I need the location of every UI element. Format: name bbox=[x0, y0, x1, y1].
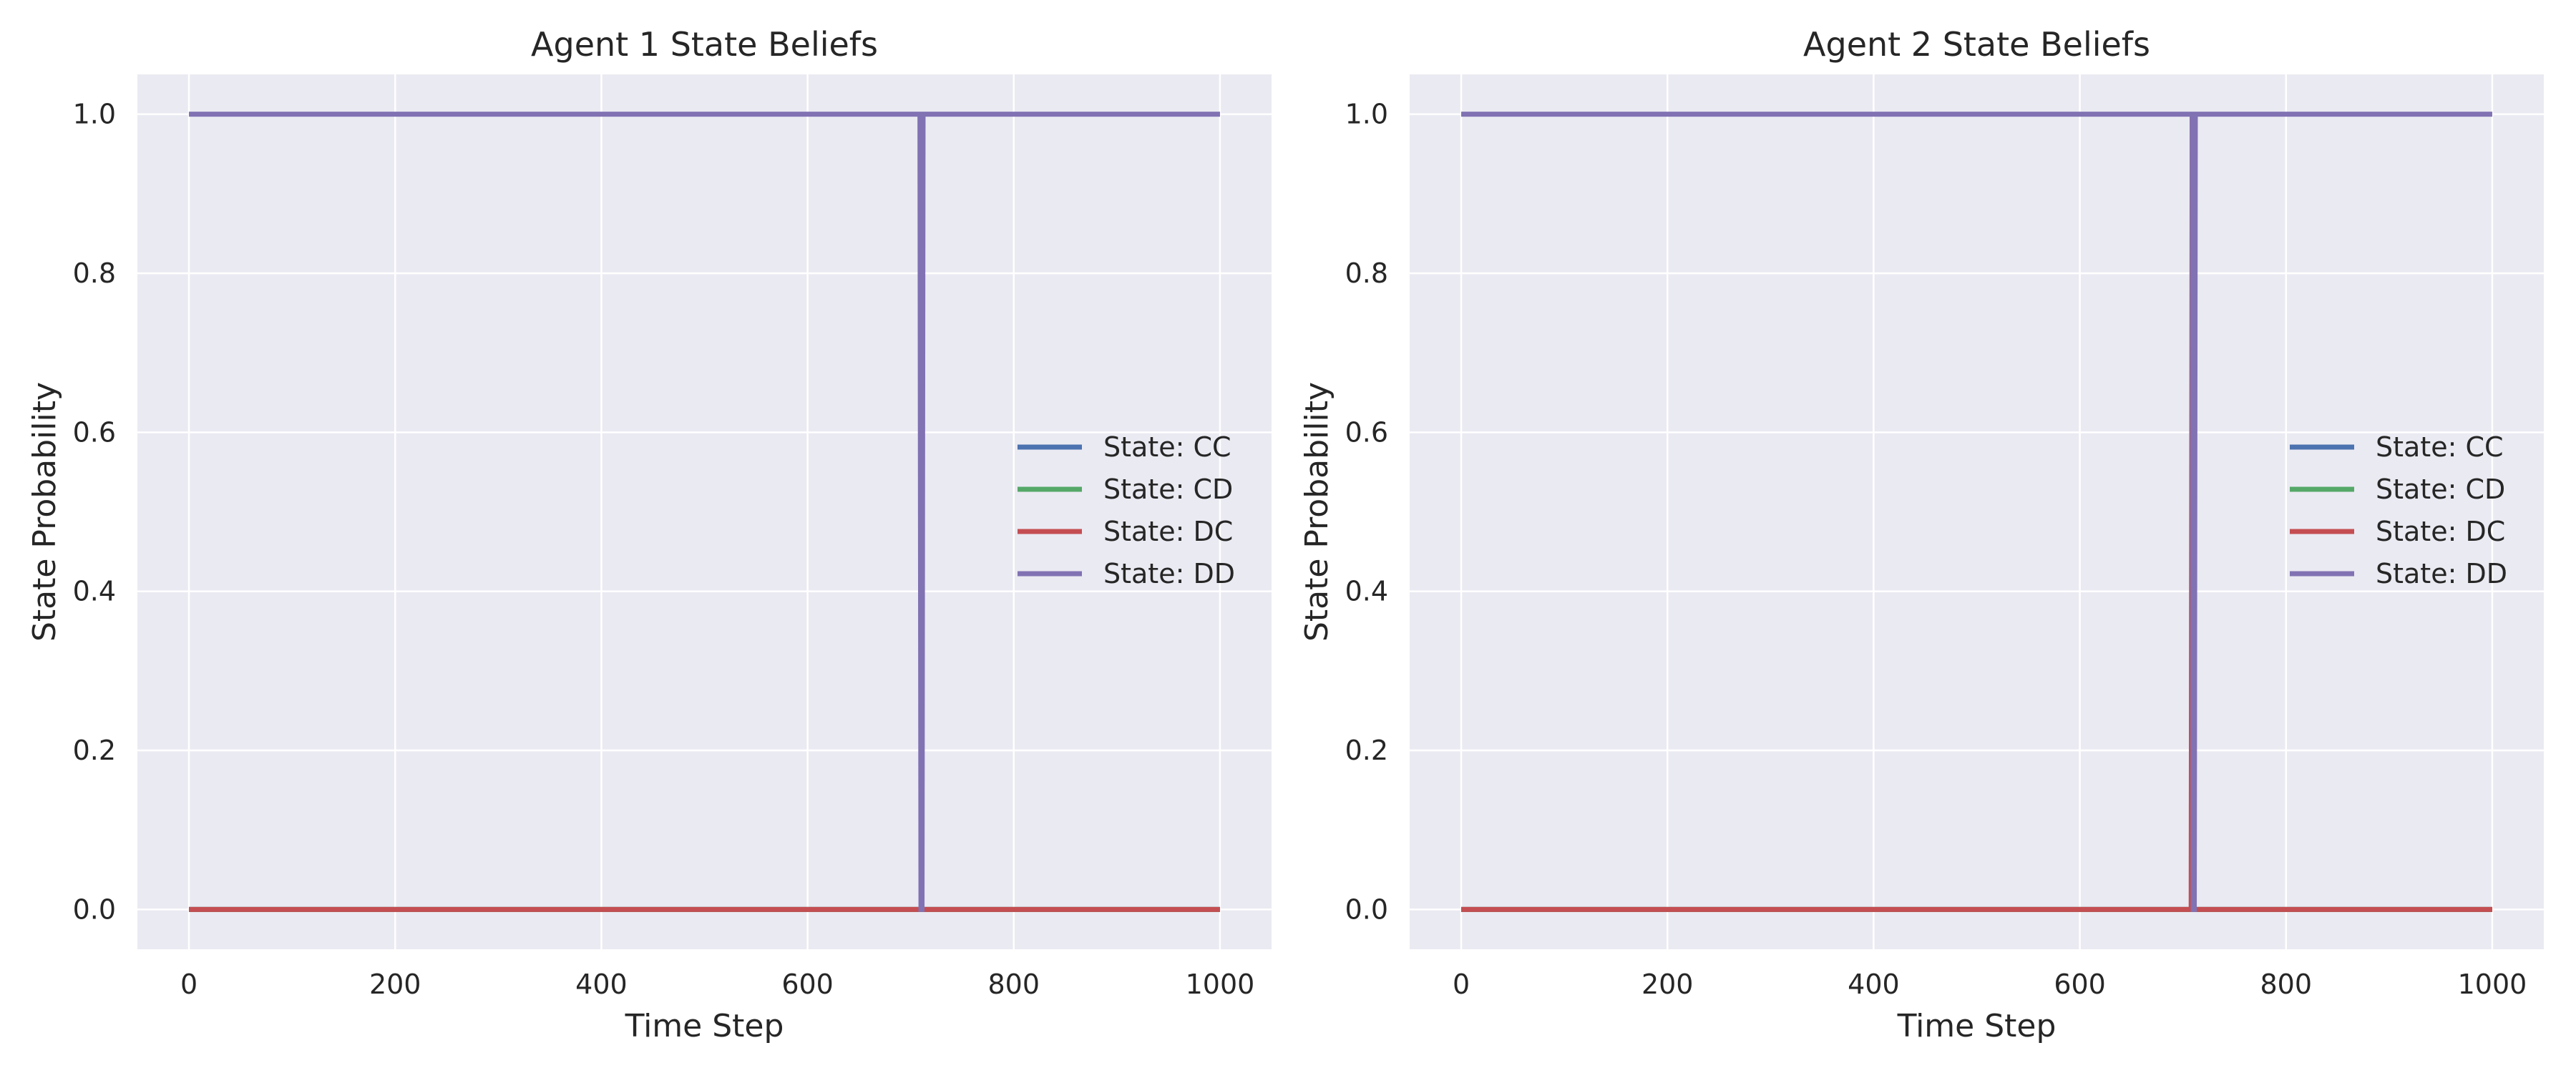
chart-title: Agent 1 State Beliefs bbox=[531, 25, 878, 64]
chart-panel-agent-2: 0 200 400 600 800 1000 0.0 0.2 0.4 0.6 0.8 1.0 Agen… bbox=[1299, 25, 2544, 1044]
y-tick-label: 0.6 bbox=[1345, 416, 1388, 448]
x-tick-label: 600 bbox=[2054, 969, 2106, 1000]
y-tick-label: 0.4 bbox=[73, 576, 116, 607]
series-lines bbox=[189, 112, 1220, 912]
y-tick-label: 0.8 bbox=[1345, 258, 1388, 289]
legend-entry: State: CD bbox=[1103, 474, 1233, 505]
x-axis-label: Time Step bbox=[1897, 1008, 2057, 1044]
y-tick-label: 0.4 bbox=[1345, 576, 1388, 607]
x-tick-label: 800 bbox=[988, 969, 1040, 1000]
y-tick-label: 0.0 bbox=[1345, 893, 1388, 925]
y-tick-label: 1.0 bbox=[1345, 99, 1388, 130]
y-tick-label: 1.0 bbox=[73, 99, 116, 130]
legend-entry: State: DD bbox=[1103, 558, 1235, 589]
y-tick-label: 0.2 bbox=[1345, 735, 1388, 766]
x-tick-label: 800 bbox=[2260, 969, 2313, 1000]
y-axis-label: State Probability bbox=[1299, 382, 1335, 642]
chart-panel-agent-1: 0 200 400 600 800 1000 0.0 0.2 0.4 0.6 0.8 1.0 Agen… bbox=[26, 25, 1272, 1044]
x-tick-label: 0 bbox=[180, 969, 197, 1000]
series-lines bbox=[1461, 112, 2492, 912]
legend-entry: State: CD bbox=[2376, 474, 2505, 505]
x-tick-label: 1000 bbox=[2458, 969, 2527, 1000]
x-tick-label: 0 bbox=[1453, 969, 1470, 1000]
series-line-statedd bbox=[189, 112, 1220, 912]
legend-entry: State: DD bbox=[2376, 558, 2507, 589]
plot-area bbox=[137, 74, 1272, 949]
legend-entry: State: DC bbox=[1103, 516, 1233, 547]
y-axis-label: State Probability bbox=[26, 382, 63, 642]
legend-entry: State: CC bbox=[1103, 431, 1231, 463]
x-tick-label: 400 bbox=[575, 969, 628, 1000]
x-axis-label: Time Step bbox=[625, 1008, 784, 1044]
y-tick-label: 0.6 bbox=[73, 416, 116, 448]
legend-entry: State: DC bbox=[2376, 516, 2505, 547]
y-tick-label: 0.0 bbox=[73, 893, 116, 925]
x-tick-label: 600 bbox=[781, 969, 834, 1000]
chart-title: Agent 2 State Beliefs bbox=[1803, 25, 2150, 64]
legend: State: CC State: CD State: DC State: DD bbox=[2290, 431, 2507, 589]
y-tick-label: 0.8 bbox=[73, 258, 116, 289]
legend: State: CC State: CD State: DC State: DD bbox=[1018, 431, 1235, 589]
x-tick-label: 200 bbox=[369, 969, 421, 1000]
plot-area bbox=[1410, 74, 2544, 949]
tick-labels: 0 200 400 600 800 1000 0.0 0.2 0.4 0.6 0.8 1.0 bbox=[1345, 99, 2527, 1000]
series-line-statedd bbox=[1461, 112, 2492, 912]
x-tick-label: 1000 bbox=[1186, 969, 1255, 1000]
x-tick-label: 400 bbox=[1848, 969, 1900, 1000]
x-tick-label: 200 bbox=[1641, 969, 1694, 1000]
y-tick-label: 0.2 bbox=[73, 735, 116, 766]
tick-labels: 0 200 400 600 800 1000 0.0 0.2 0.4 0.6 0.8 1.0 bbox=[73, 99, 1255, 1000]
legend-entry: State: CC bbox=[2376, 431, 2504, 463]
